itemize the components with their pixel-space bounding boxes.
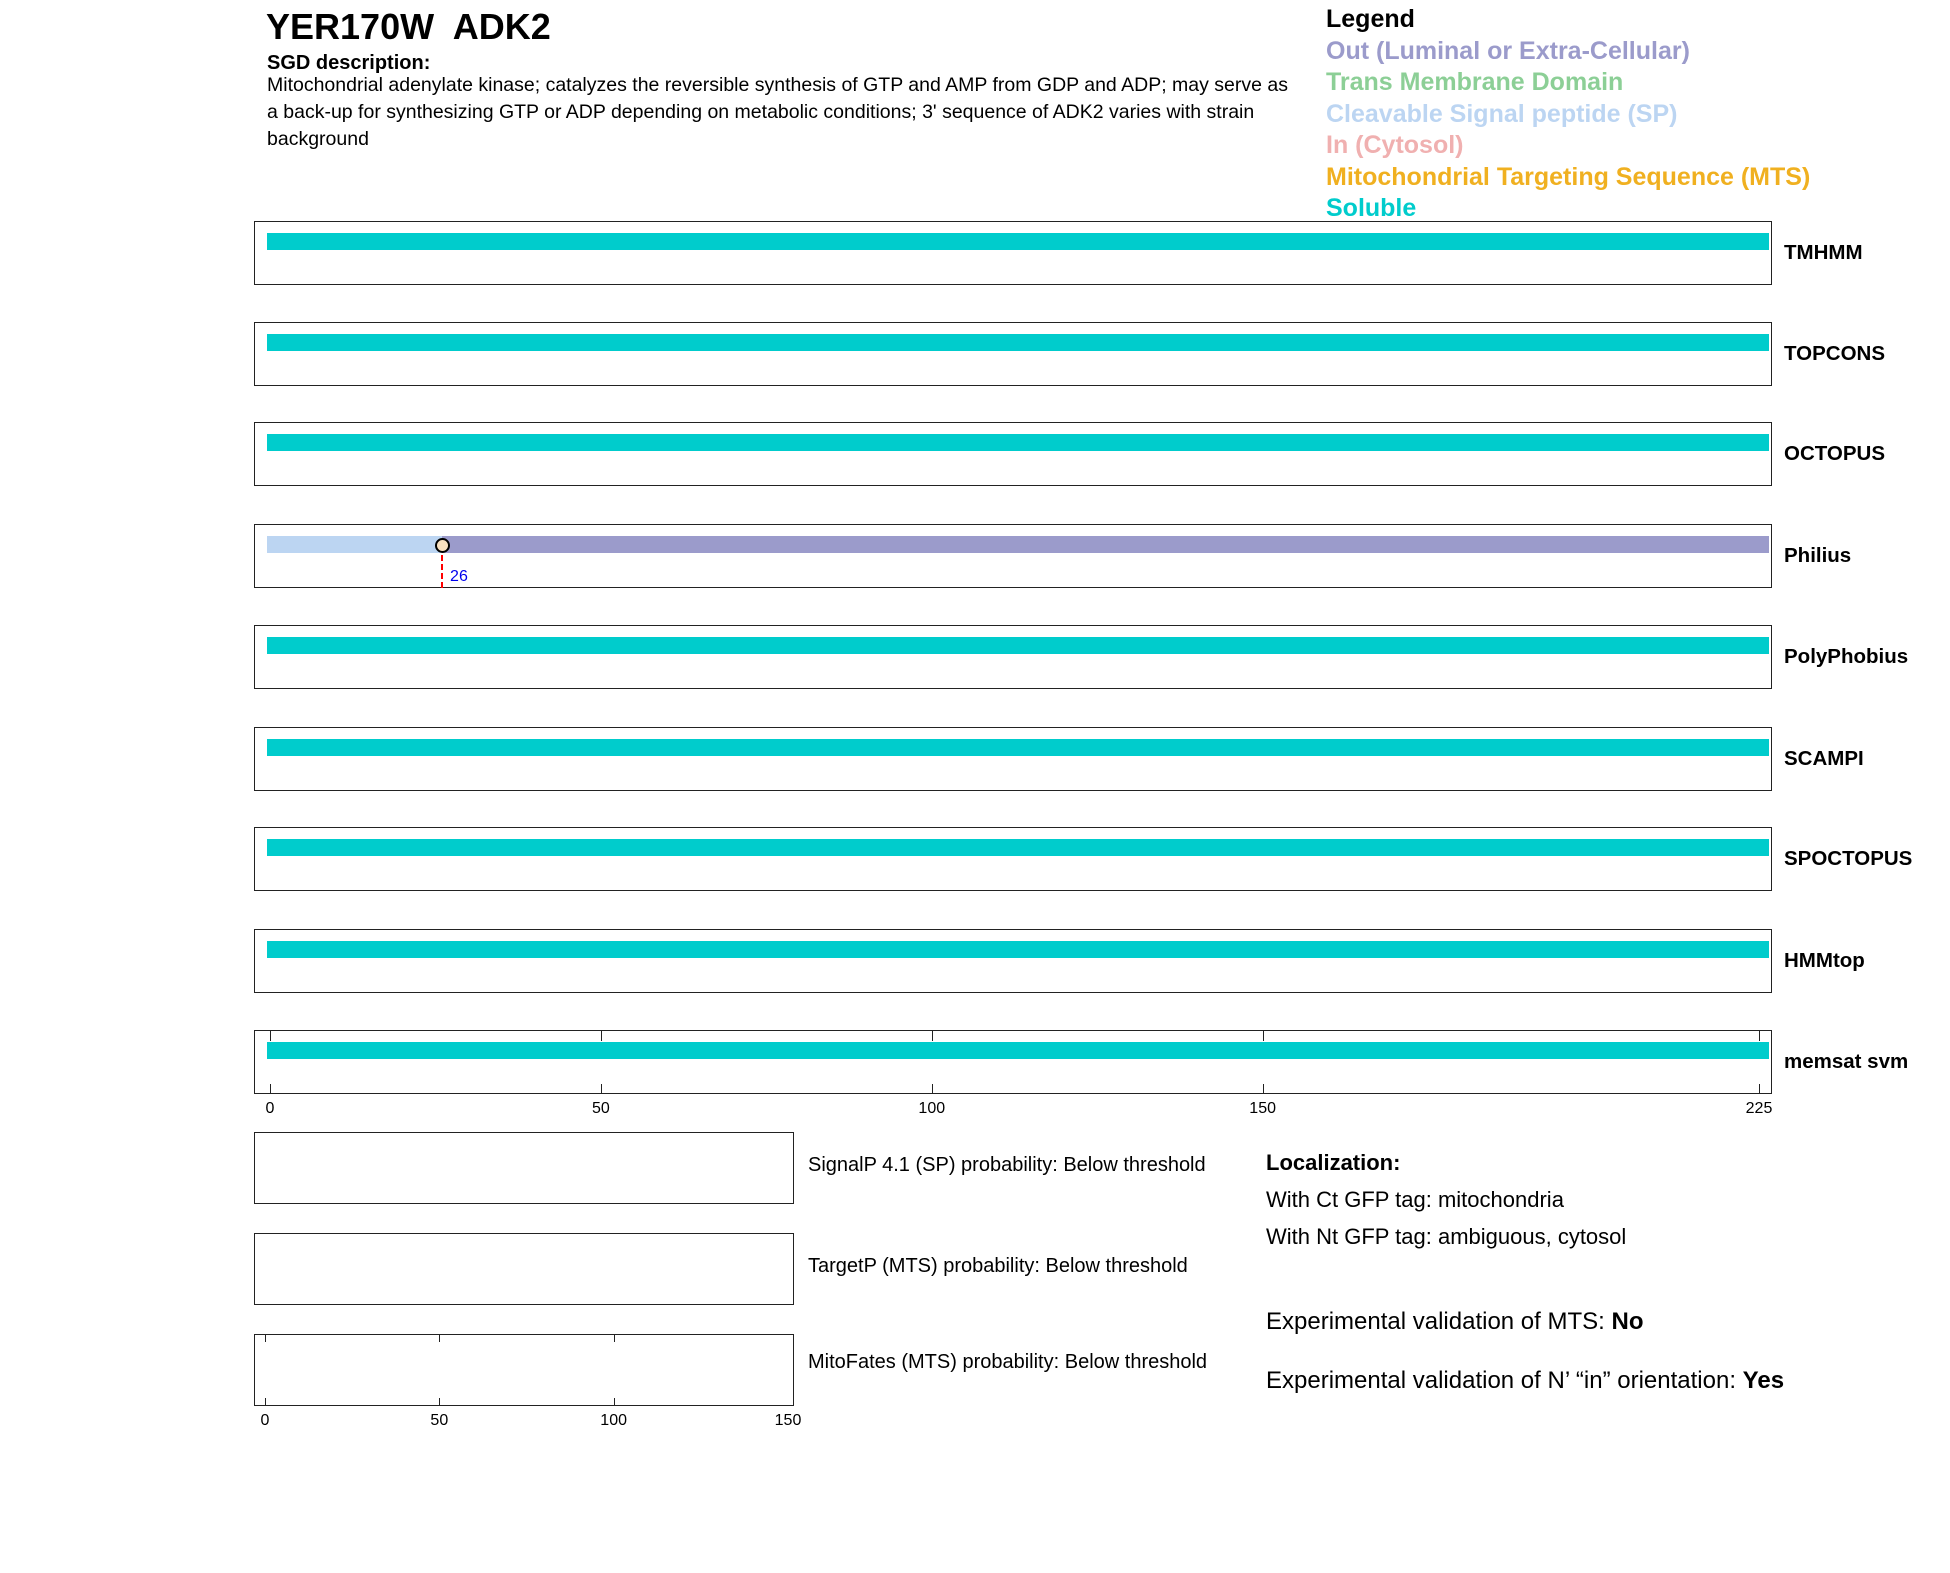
segment-soluble (267, 434, 1769, 451)
description-heading: SGD description: (267, 52, 431, 74)
axis-tick (265, 1398, 266, 1405)
cleavage-site-label: 26 (450, 568, 468, 585)
orientation-validation: Experimental validation of N’ “in” orien… (1266, 1367, 1785, 1394)
probability-plot (254, 1334, 794, 1406)
legend-item: Trans Membrane Domain (1326, 68, 1624, 96)
axis-tick (1759, 1084, 1760, 1094)
segment-soluble (267, 334, 1769, 351)
axis-tick-label: 225 (1745, 1100, 1773, 1117)
predictor-track (254, 422, 1772, 486)
legend-item: Mitochondrial Targeting Sequence (MTS) (1326, 162, 1811, 191)
axis-tick-label: 100 (918, 1100, 946, 1117)
predictor-track (254, 322, 1772, 386)
axis-tick (600, 1031, 602, 1041)
mts-validation-value: No (1611, 1308, 1644, 1335)
segment-soluble (267, 839, 1769, 856)
cleavage-line (441, 546, 444, 588)
axis-tick (1759, 1031, 1760, 1041)
legend-item: Out (Luminal or Extra-Cellular) (1326, 36, 1690, 65)
segment-cleavable-signal-peptide-sp- (267, 536, 443, 553)
segment-soluble (267, 941, 1769, 958)
predictor-label: TOPCONS (1784, 342, 1885, 365)
predictor-track (254, 727, 1772, 791)
segment-out-luminal-or-extra-cellular- (442, 536, 1769, 553)
axis-tick (613, 1398, 615, 1405)
axis-tick-label: 50 (591, 1100, 610, 1117)
predictor-label: Philius (1784, 544, 1852, 567)
axis-tick-label: 100 (600, 1412, 628, 1429)
predictor-label: SCAMPI (1784, 747, 1864, 770)
orientation-validation-value: Yes (1742, 1367, 1785, 1394)
axis-tick (270, 1084, 271, 1094)
legend-item: Soluble (1326, 194, 1417, 222)
segment-soluble (267, 637, 1769, 654)
axis-tick-label: 150 (1249, 1100, 1277, 1117)
predictor-track (254, 221, 1772, 285)
probability-plot (254, 1132, 794, 1204)
axis-tick (931, 1031, 933, 1041)
segment-soluble (267, 1042, 1769, 1059)
axis-tick (613, 1335, 615, 1342)
axis-tick (931, 1084, 933, 1094)
segment-soluble (267, 739, 1769, 756)
axis-tick (439, 1335, 441, 1342)
cleavage-marker-icon (435, 538, 451, 553)
axis-tick (1262, 1084, 1264, 1094)
page-title: YER170W ADK2 (266, 6, 551, 47)
axis-tick (270, 1031, 271, 1041)
axis-tick (1262, 1031, 1264, 1041)
mts-validation: Experimental validation of MTS: No (1266, 1308, 1644, 1335)
localization-heading: Localization: (1266, 1150, 1401, 1175)
axis-tick-label: 0 (265, 1100, 275, 1117)
segment-soluble (267, 233, 1769, 250)
localization-nt: With Nt GFP tag: ambiguous, cytosol (1266, 1224, 1627, 1249)
axis-tick (265, 1335, 266, 1342)
predictor-track (254, 827, 1772, 891)
predictor-track (254, 524, 1772, 588)
legend: Legend Out (Luminal or Extra-Cellular) Tr… (1326, 4, 1810, 225)
predictor-track (254, 625, 1772, 689)
probability-label: TargetP (MTS) probability: Below thresho… (808, 1255, 1188, 1277)
axis-tick (439, 1398, 441, 1405)
description: Mitochondrial adenylate kinase; catalyze… (267, 74, 1288, 150)
axis-tick (600, 1084, 602, 1094)
localization-ct: With Ct GFP tag: mitochondria (1266, 1187, 1564, 1212)
predictor-label: TMHMM (1784, 241, 1863, 264)
axis-tick-label: 50 (430, 1412, 449, 1429)
predictor-track (254, 1030, 1772, 1094)
probability-label: SignalP 4.1 (SP) probability: Below thre… (808, 1154, 1206, 1176)
predictor-track (254, 929, 1772, 993)
probability-label: MitoFates (MTS) probability: Below thres… (808, 1351, 1208, 1373)
predictor-label: SPOCTOPUS (1784, 847, 1913, 870)
legend-title: Legend (1326, 5, 1415, 33)
predictor-label: memsat svm (1784, 1050, 1909, 1073)
predictor-label: PolyPhobius (1784, 645, 1909, 668)
axis-tick-label: 0 (260, 1412, 270, 1429)
predictor-label: OCTOPUS (1784, 442, 1885, 465)
legend-item: In (Cytosol) (1326, 131, 1464, 159)
predictor-label: HMMtop (1784, 949, 1865, 972)
legend-item: Cleavable Signal peptide (SP) (1326, 99, 1678, 128)
probability-plot (254, 1233, 794, 1305)
axis-tick-label: 150 (774, 1412, 802, 1429)
